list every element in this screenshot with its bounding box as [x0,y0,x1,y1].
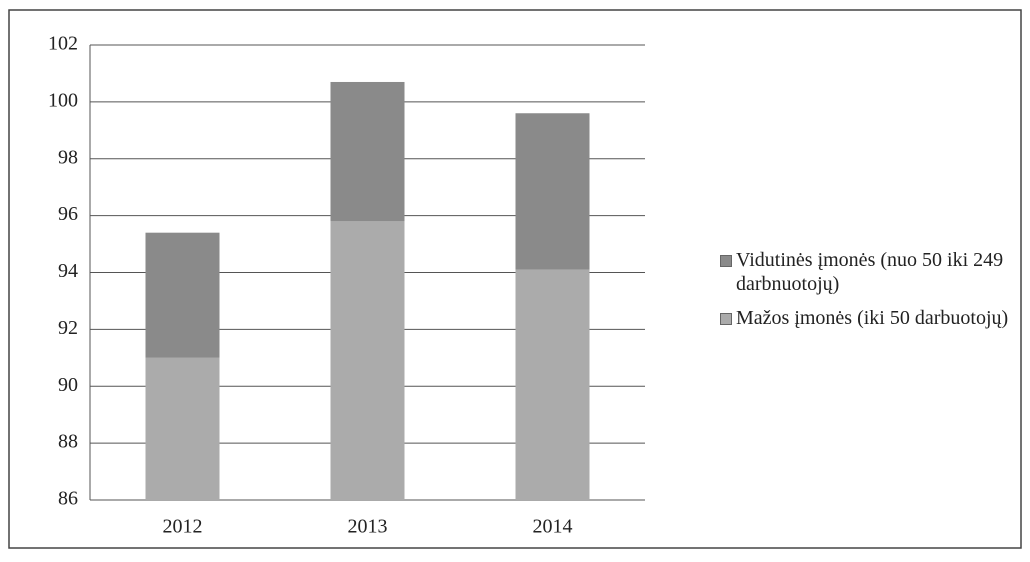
y-tick-label: 88 [58,431,78,453]
x-tick-label: 2014 [533,516,573,538]
legend-item: Mažos įmonės (iki 50 darbuotojų) [720,306,1010,330]
legend: Vidutinės įmonės (nuo 50 iki 249 darbnuo… [720,248,1010,340]
legend-label: Vidutinės įmonės (nuo 50 iki 249 darbnuo… [736,249,1004,295]
y-tick-label: 94 [58,260,78,282]
chart-frame [8,9,1022,549]
x-tick-label: 2012 [163,516,203,538]
y-tick-label: 86 [58,488,78,510]
legend-item: Vidutinės įmonės (nuo 50 iki 249 darbnuo… [720,248,1010,296]
legend-swatch [720,255,732,267]
legend-label: Mažos įmonės (iki 50 darbuotojų) [736,307,1009,329]
y-tick-label: 90 [58,374,78,396]
x-tick-label: 2013 [348,516,388,538]
bar-segment [515,269,590,500]
y-tick-label: 100 [48,89,78,111]
y-tick-label: 98 [58,146,78,168]
bar-segment [330,221,405,500]
bar-segment [145,232,220,358]
legend-swatch [720,313,732,325]
y-tick-label: 96 [58,203,78,225]
y-tick-label: 92 [58,317,78,339]
bar-segment [330,81,405,222]
bar-segment [145,357,220,500]
y-tick-label: 102 [48,33,78,55]
bar-segment [515,113,590,270]
